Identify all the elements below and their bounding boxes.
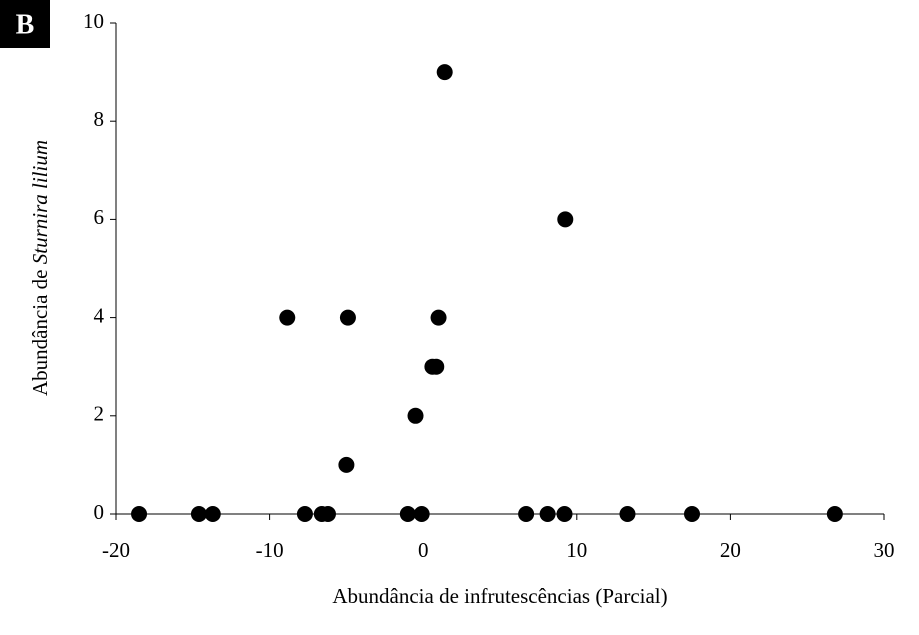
x-tick-label: 0 xyxy=(418,538,429,562)
y-label-prefix: Abundância de xyxy=(28,264,52,396)
point xyxy=(430,309,447,326)
point xyxy=(684,506,700,522)
x-tick-label: 30 xyxy=(874,538,895,562)
x-tick-label: 20 xyxy=(720,538,741,562)
y-axis-label: Abundância de Sturnira lilium xyxy=(28,140,52,396)
point xyxy=(556,506,573,522)
x-tick-label: 10 xyxy=(566,538,587,562)
y-label-species: Sturnira lilium xyxy=(28,140,52,264)
x-tick-label: -20 xyxy=(102,538,130,562)
panel-label-box xyxy=(0,0,50,48)
point xyxy=(619,506,636,522)
point xyxy=(279,309,296,326)
x-tick-label: -10 xyxy=(256,538,284,562)
point xyxy=(826,506,843,522)
y-tick-label: 0 xyxy=(94,500,105,524)
y-tick-label: 10 xyxy=(83,9,104,33)
y-tick-label: 2 xyxy=(94,402,105,426)
point xyxy=(204,506,221,522)
x-axis-label: Abundância de infrutescências (Parcial) xyxy=(332,584,667,608)
point xyxy=(296,506,313,522)
point xyxy=(399,506,416,522)
point xyxy=(428,358,445,375)
point xyxy=(131,506,148,522)
y-tick-label: 4 xyxy=(94,303,105,327)
point xyxy=(539,506,556,522)
point xyxy=(190,506,207,522)
point xyxy=(518,506,535,522)
y-tick-label: 6 xyxy=(94,205,105,229)
point xyxy=(557,211,574,228)
y-tick-label: 8 xyxy=(94,107,105,131)
point xyxy=(339,309,356,326)
point xyxy=(338,456,355,473)
point xyxy=(407,407,424,424)
panel-label: B xyxy=(16,9,35,40)
point xyxy=(319,506,336,522)
point xyxy=(413,506,430,522)
point xyxy=(436,64,453,81)
